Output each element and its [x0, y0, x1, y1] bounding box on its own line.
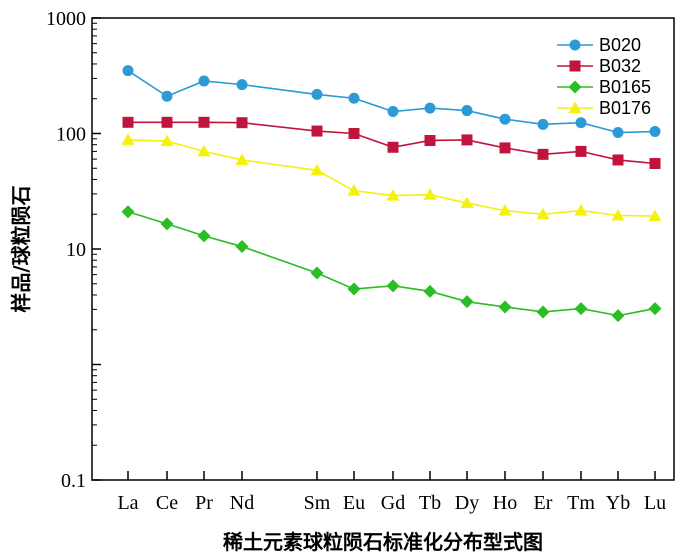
- data-point-b0176: [160, 134, 174, 147]
- x-tick-label: Yb: [606, 492, 630, 514]
- data-point-b020: [387, 106, 399, 118]
- series-line-b020: [127, 69, 656, 134]
- data-point-b020: [236, 79, 248, 91]
- legend-label-b020: B020: [599, 35, 641, 55]
- data-point-b032: [122, 116, 134, 128]
- data-point-b0165: [423, 284, 437, 298]
- x-tick-label: Ce: [156, 492, 178, 514]
- data-point-b032: [461, 134, 473, 146]
- data-point-b0176: [121, 133, 135, 145]
- data-point-b020: [537, 118, 549, 130]
- data-point-b0176: [386, 189, 400, 201]
- x-tick-label: Eu: [343, 492, 365, 514]
- data-point-b0165: [536, 305, 550, 319]
- legend-label-b032: B032: [599, 56, 641, 76]
- data-point-b0165: [197, 229, 211, 243]
- legend-label-b0165: B0165: [599, 77, 651, 97]
- y-tick-label: 10: [66, 239, 86, 261]
- data-point-b0165: [648, 302, 662, 316]
- x-axis-title: 稀土元素球粒陨石标准化分布型式图: [223, 530, 543, 554]
- series-line-b0165: [127, 211, 656, 317]
- data-point-b0165: [611, 309, 625, 323]
- data-point-b0165: [347, 282, 361, 296]
- data-point-b032: [499, 142, 511, 154]
- legend-label-b0176: B0176: [599, 98, 651, 118]
- data-point-b032: [387, 141, 399, 153]
- x-tick-label: Pr: [195, 492, 213, 514]
- data-point-b032: [575, 145, 587, 157]
- data-point-b0165: [235, 240, 249, 254]
- data-point-b032: [198, 116, 210, 128]
- x-tick-label: Sm: [304, 492, 331, 514]
- data-point-b0176: [347, 184, 361, 196]
- y-axis-title: 样品/球粒陨石: [9, 185, 33, 312]
- data-point-b032: [612, 154, 624, 166]
- x-tick-label: Nd: [230, 492, 254, 514]
- data-point-b020: [161, 90, 173, 102]
- x-tick-label: Tm: [567, 492, 595, 514]
- data-point-b020: [122, 65, 134, 77]
- data-point-b0176: [498, 204, 512, 216]
- data-point-b020: [612, 127, 624, 139]
- legend-marker-b032: [569, 60, 581, 72]
- series-line-b0176: [127, 139, 656, 217]
- x-tick-label: Er: [534, 492, 553, 514]
- data-point-b0176: [648, 209, 662, 222]
- data-point-b020: [649, 126, 661, 138]
- data-point-b020: [575, 117, 587, 129]
- data-point-b032: [236, 117, 248, 129]
- data-point-b0176: [460, 196, 474, 209]
- y-tick-label: 0.1: [61, 470, 86, 492]
- y-tick-label: 1000: [46, 8, 86, 30]
- x-tick-label: Gd: [381, 492, 405, 514]
- series-line-b032: [128, 121, 656, 165]
- data-point-b0165: [498, 300, 512, 314]
- data-point-b032: [348, 128, 360, 139]
- data-point-b0176: [310, 163, 324, 176]
- legend-marker-b020: [569, 39, 581, 51]
- data-point-b0165: [574, 302, 588, 316]
- data-point-b032: [649, 157, 661, 169]
- data-point-b020: [311, 88, 323, 100]
- data-point-b020: [461, 105, 473, 117]
- data-point-b0165: [386, 279, 400, 293]
- legend-marker-b0176: [568, 101, 582, 113]
- x-tick-label: Lu: [644, 492, 666, 514]
- data-point-b032: [424, 134, 436, 146]
- x-tick-label: La: [117, 492, 138, 514]
- data-point-b032: [311, 125, 323, 137]
- data-point-b020: [198, 75, 210, 87]
- axis-ticks: 0.1 10 100 1000 La Ce Pr Nd Sm Eu Gd Tb Dy Ho Er Tm Yb Lu: [46, 8, 666, 514]
- data-point-b0176: [611, 209, 625, 221]
- data-point-b032: [537, 148, 549, 160]
- data-point-b0176: [574, 204, 588, 216]
- data-point-b0176: [423, 188, 437, 200]
- x-tick-label: Dy: [455, 492, 479, 514]
- data-point-b0176: [197, 144, 211, 157]
- data-point-b0165: [121, 205, 135, 219]
- data-point-b0165: [160, 217, 174, 231]
- data-point-b0165: [460, 295, 474, 309]
- data-point-b0165: [310, 266, 324, 280]
- legend-marker-b0165: [568, 80, 582, 94]
- x-tick-label: Tb: [419, 492, 441, 514]
- x-tick-label: Ho: [493, 492, 517, 514]
- data-point-b0176: [536, 207, 550, 220]
- data-point-b020: [424, 102, 436, 114]
- data-point-b0176: [235, 153, 249, 165]
- data-point-b020: [499, 113, 511, 125]
- data-point-b032: [161, 116, 173, 128]
- y-tick-label: 100: [56, 124, 86, 146]
- series-group: [121, 65, 662, 323]
- data-point-b020: [348, 92, 360, 104]
